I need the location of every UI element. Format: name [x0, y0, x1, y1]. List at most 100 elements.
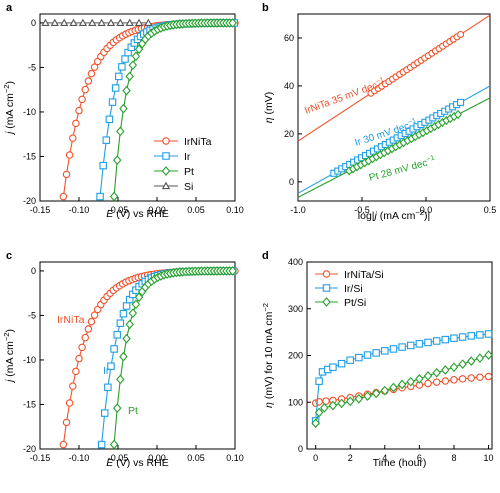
x-tick-label: -0.10 [69, 453, 90, 463]
data-point [81, 85, 89, 94]
y-tick-label: 0 [31, 18, 36, 28]
plot-frame [306, 261, 493, 450]
data-point [371, 388, 381, 399]
series-pt [297, 97, 491, 198]
x-tick-label: 0.05 [187, 453, 205, 463]
data-point [90, 311, 99, 319]
data-point [69, 18, 78, 27]
data-point [116, 126, 125, 137]
data-point [381, 347, 389, 355]
legend-marker [322, 297, 331, 307]
data-point [380, 385, 390, 396]
data-point [355, 353, 363, 362]
data-point [441, 377, 450, 385]
data-point [65, 399, 74, 407]
data-point [50, 18, 59, 27]
data-point [441, 335, 450, 344]
y-axis-label: j (mA cm−2) [2, 81, 17, 136]
y-tick-label: 0 [289, 177, 294, 187]
series-ir [297, 85, 491, 194]
data-point [131, 51, 141, 62]
legend-label: IrNiTa/Si [344, 269, 384, 281]
series-line [62, 22, 235, 197]
data-point [96, 192, 104, 201]
x-tick-label: -0.10 [69, 205, 90, 215]
data-point [81, 333, 89, 342]
data-point [90, 63, 99, 71]
data-point [69, 134, 77, 142]
data-point [69, 382, 77, 390]
data-point [104, 383, 112, 392]
data-point [113, 331, 121, 339]
x-tick-label: 0.00 [148, 453, 166, 463]
legend-label: Si [184, 181, 193, 193]
panel-c: -0.15 -0.10 -0.05 0.00 0.05 0.10 -20 -15 -10 -5 0 c… [2, 250, 244, 469]
x-tick-label: 10 [484, 453, 494, 463]
x-axis-label: E (V) vs RHE [106, 457, 168, 469]
data-point [134, 292, 144, 303]
data-point [457, 98, 465, 106]
x-tick-label: 6 [417, 453, 422, 463]
y-tick-label: 0 [31, 266, 36, 276]
legend: IrNiTa Ir Pt Si [154, 136, 212, 193]
panel-letter: b [262, 2, 269, 14]
data-point [315, 377, 323, 385]
data-point [484, 372, 493, 381]
data-point [337, 359, 346, 368]
y-tick-label: -20 [23, 196, 36, 206]
x-tick-label: 0.10 [226, 205, 244, 215]
data-point [423, 371, 433, 381]
x-axis-label: log|j (mA cm−2)| [358, 208, 430, 223]
series-si [41, 18, 153, 27]
data-point [424, 338, 432, 347]
data-point [105, 115, 114, 124]
y-axis-label: j (mA cm−2) [2, 329, 17, 384]
series-line [315, 375, 489, 404]
data-point [450, 334, 458, 342]
data-point [320, 403, 329, 413]
data-point [65, 151, 74, 159]
data-point [78, 95, 86, 104]
series-line [62, 270, 235, 445]
y-tick-label: 60 [284, 33, 294, 43]
x-tick-label: 2 [348, 453, 353, 463]
data-point [228, 266, 237, 276]
legend-marker [162, 152, 170, 160]
x-tick-label: 0.00 [148, 205, 166, 215]
data-point [116, 374, 125, 385]
data-point [97, 440, 106, 449]
data-point [432, 378, 441, 386]
data-point [122, 333, 131, 344]
data-point [228, 18, 237, 28]
x-tick-label: -0.15 [30, 205, 51, 215]
y-tick-label: -10 [23, 107, 36, 117]
y-tick-label: 400 [288, 257, 303, 267]
panel-d: 0 2 4 6 8 100100200300400dIrNiTa/SiIr/SiPt/Si… [261, 250, 494, 469]
legend-marker [162, 137, 170, 145]
data-point [121, 55, 129, 63]
data-point [84, 325, 93, 333]
data-point [125, 71, 134, 82]
data-point [372, 349, 380, 357]
series-label-irnita: IrNiTa [57, 314, 85, 326]
data-point [415, 374, 424, 384]
data-point [363, 351, 372, 359]
data-point [450, 376, 458, 384]
data-point [102, 136, 111, 144]
data-point [131, 299, 141, 310]
data-point [128, 308, 138, 319]
data-point [84, 77, 93, 85]
data-point [111, 84, 120, 92]
data-point [476, 331, 484, 339]
y-axis-label: η (mV) [263, 92, 275, 124]
data-point [453, 109, 463, 120]
legend-label: Ir/Si [344, 283, 363, 295]
plot-frame [297, 13, 491, 202]
y-tick-label: -15 [23, 399, 36, 409]
plot-frame [39, 13, 236, 202]
x-axis-label: E (V) vs RHE [106, 208, 168, 220]
series-ir-si [311, 330, 493, 425]
data-point [457, 30, 465, 39]
